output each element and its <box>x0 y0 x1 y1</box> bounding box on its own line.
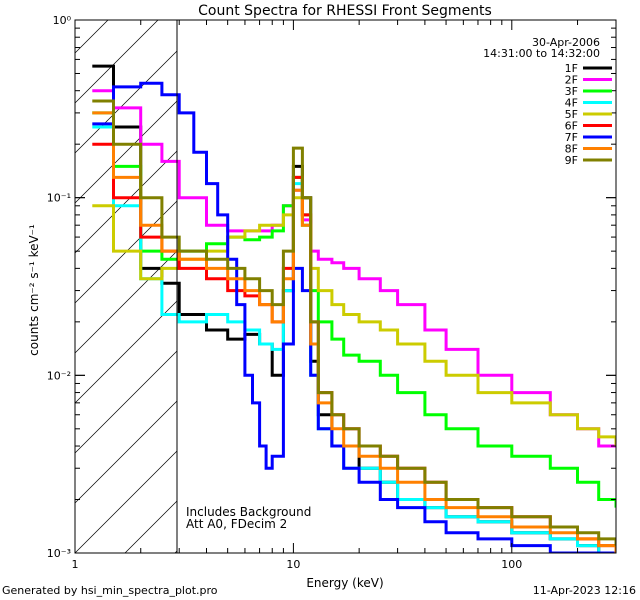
y-axis-ticks: 10⁰ 10⁻¹ 10⁻² 10⁻³ <box>47 14 616 560</box>
legend-label-6F: 6F <box>565 120 578 133</box>
hatch-line <box>325 20 640 553</box>
hatch-line <box>275 20 640 553</box>
x-tick-label: 1 <box>72 558 79 571</box>
legend-label-3F: 3F <box>565 85 578 98</box>
hatch-line <box>75 100 177 204</box>
legend-label-7F: 7F <box>565 131 578 144</box>
series-2F <box>92 89 616 448</box>
hatch-line <box>75 150 177 254</box>
hatch-line <box>425 20 640 553</box>
series-1F <box>92 64 616 553</box>
x-axis-label: Energy (keV) <box>306 576 383 590</box>
legend-label-2F: 2F <box>565 74 578 87</box>
y-tick-label: 10⁰ <box>53 14 72 27</box>
chart-title: Count Spectra for RHESSI Front Segments <box>198 3 492 19</box>
series-9F <box>92 99 616 546</box>
hatch-line <box>0 20 8 553</box>
legend-label-1F: 1F <box>565 62 578 75</box>
hatch-line <box>475 20 640 553</box>
hatch-line <box>375 20 640 553</box>
series-8F <box>92 111 616 553</box>
annotation-background: Includes Background <box>186 505 311 519</box>
y-tick-label: 10⁻¹ <box>47 192 71 205</box>
y-tick-label: 10⁻³ <box>47 547 71 560</box>
hatch-line <box>75 20 159 104</box>
footer-generated-by: Generated by hsi_min_spectra_plot.pro <box>2 584 218 597</box>
x-axis-ticks: 1 10 100 <box>72 20 617 571</box>
hatch-line <box>75 400 177 504</box>
hatch-line <box>575 20 640 553</box>
hatch-line <box>525 20 640 553</box>
footer-timestamp: 11-Apr-2023 12:16 <box>533 584 636 597</box>
y-axis-label: counts cm⁻² s⁻¹ keV⁻¹ <box>27 224 41 356</box>
annotation-attenuator: Att A0, FDecim 2 <box>186 517 287 531</box>
hatch-line <box>75 250 177 354</box>
legend-label-4F: 4F <box>565 97 578 110</box>
legend-label-9F: 9F <box>565 154 578 167</box>
hatch-line <box>625 20 640 553</box>
series-5F <box>92 196 616 446</box>
x-tick-label: 100 <box>501 558 522 571</box>
legend-label-5F: 5F <box>565 108 578 121</box>
legend-label-8F: 8F <box>565 143 578 156</box>
date-label: 30-Apr-2006 <box>532 36 600 49</box>
series-4F <box>92 125 616 553</box>
hatch-line <box>75 450 177 553</box>
hatch-line <box>124 500 177 553</box>
hatch-line <box>75 200 177 304</box>
series-3F <box>92 111 616 508</box>
time-range-label: 14:31:00 to 14:32:00 <box>483 47 600 60</box>
y-tick-label: 10⁻² <box>47 369 71 382</box>
series-layer <box>92 64 616 553</box>
series-6F <box>92 142 616 553</box>
hatch-line <box>75 350 177 454</box>
plot-frame <box>74 19 617 554</box>
x-tick-label: 10 <box>286 558 300 571</box>
series-7F <box>92 81 616 553</box>
